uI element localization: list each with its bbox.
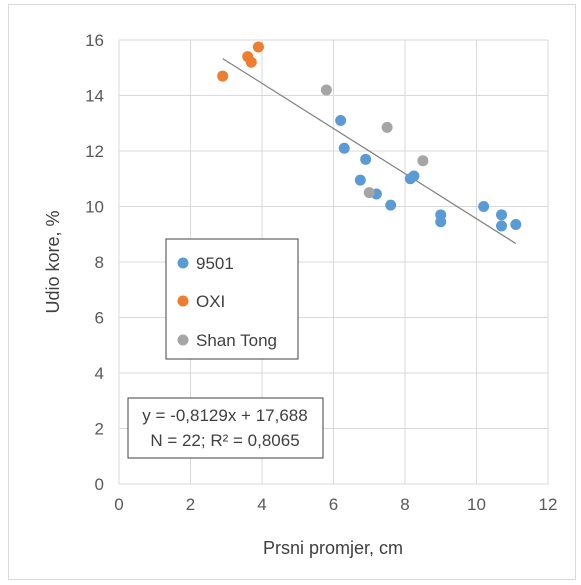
y-tick-label: 8 bbox=[95, 253, 104, 272]
point-9501 bbox=[385, 199, 397, 211]
legend: 9501 OXI Shan Tong bbox=[165, 238, 299, 360]
x-tick-label: 6 bbox=[329, 495, 338, 514]
data-points bbox=[217, 41, 522, 232]
chart-frame bbox=[8, 4, 576, 580]
tick-labels: 0 2 4 6 8 10 12 0 2 4 6 8 10 12 14 16 bbox=[85, 31, 557, 514]
trendline bbox=[222, 58, 517, 245]
legend-marker-shan-tong bbox=[177, 334, 189, 346]
point-oxi bbox=[252, 41, 264, 53]
legend-label-9501: 9501 bbox=[196, 254, 234, 273]
point-9501 bbox=[338, 142, 350, 154]
legend-marker-oxi bbox=[177, 295, 189, 307]
x-axis-title: Prsni promjer, cm bbox=[263, 538, 403, 558]
point-9501 bbox=[360, 153, 372, 165]
point-oxi bbox=[245, 56, 257, 68]
y-tick-label: 12 bbox=[85, 142, 104, 161]
y-tick-label: 6 bbox=[95, 309, 104, 328]
y-tick-label: 4 bbox=[95, 364, 104, 383]
point-9501 bbox=[478, 201, 490, 212]
point-9501 bbox=[354, 174, 366, 186]
point-shan-tong bbox=[381, 121, 393, 133]
point-9501 bbox=[435, 216, 447, 228]
y-tick-label: 2 bbox=[95, 420, 104, 439]
y-axis-title: Udio kore, % bbox=[43, 210, 63, 313]
y-tick-label: 16 bbox=[85, 31, 104, 50]
y-tick-label: 10 bbox=[85, 198, 104, 217]
equation-box-frame bbox=[127, 397, 324, 459]
x-tick-label: 8 bbox=[400, 495, 409, 514]
legend-marker-9501 bbox=[177, 257, 189, 269]
r-squared-line: N = 22; R² = 0,8065 bbox=[150, 431, 299, 450]
x-tick-label: 10 bbox=[467, 495, 486, 514]
x-tick-label: 4 bbox=[257, 495, 266, 514]
point-9501 bbox=[496, 209, 508, 221]
point-shan-tong bbox=[417, 155, 429, 167]
legend-label-oxi: OXI bbox=[196, 292, 225, 311]
legend-label-shan-tong: Shan Tong bbox=[196, 331, 277, 350]
x-tick-label: 2 bbox=[186, 495, 195, 514]
point-oxi bbox=[217, 70, 229, 82]
point-9501 bbox=[510, 219, 522, 231]
point-9501 bbox=[408, 170, 420, 182]
y-tick-label: 14 bbox=[85, 87, 104, 106]
point-shan-tong bbox=[320, 84, 332, 96]
equation-line: y = -0,8129x + 17,688 bbox=[142, 406, 307, 425]
point-9501 bbox=[335, 114, 347, 126]
point-9501 bbox=[496, 220, 508, 232]
x-tick-label: 12 bbox=[539, 495, 558, 514]
equation-box: y = -0,8129x + 17,688 N = 22; R² = 0,806… bbox=[127, 397, 324, 459]
point-shan-tong bbox=[363, 187, 375, 199]
x-tick-label: 0 bbox=[114, 495, 123, 514]
y-tick-label: 0 bbox=[95, 475, 104, 494]
